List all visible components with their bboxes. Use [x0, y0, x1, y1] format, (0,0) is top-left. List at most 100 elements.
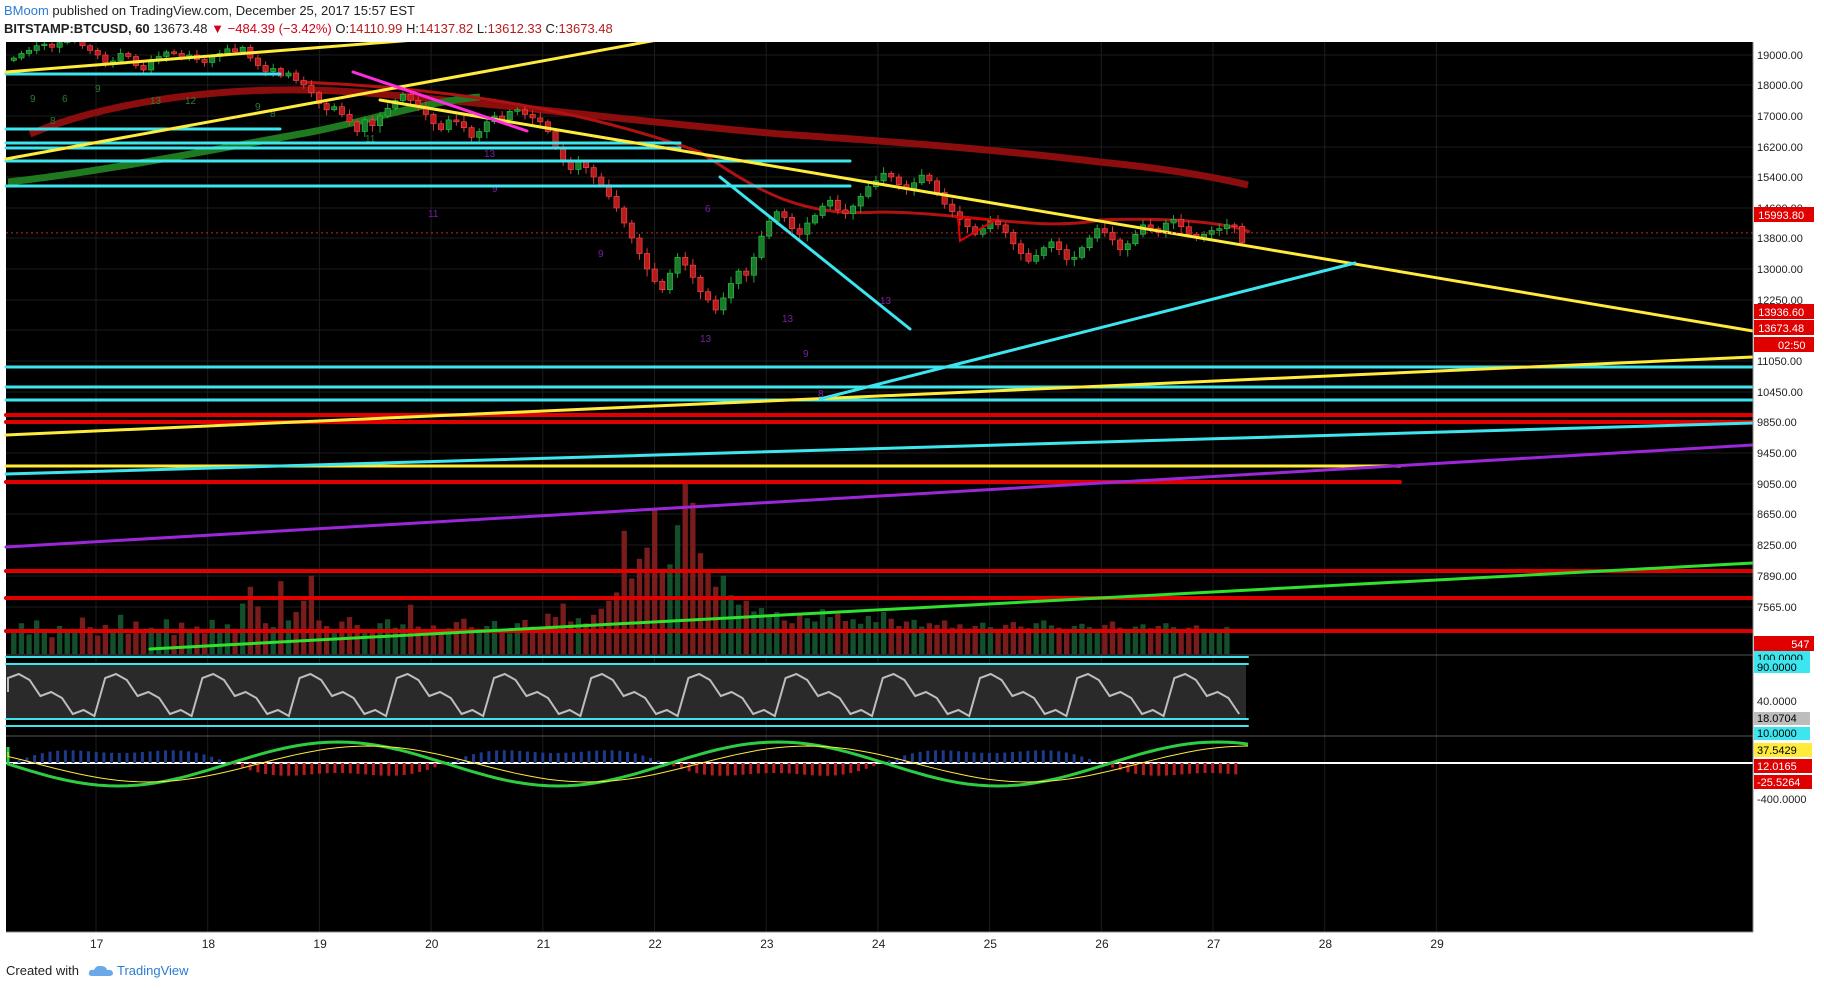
candle-body [644, 253, 651, 270]
macd-histogram-bar [156, 750, 160, 763]
volume-bar [781, 620, 788, 654]
candle-body [895, 176, 902, 186]
volume-bar [636, 558, 643, 654]
macd-tag-label: -25.5264 [1757, 777, 1800, 789]
macd-histogram-bar [1172, 763, 1176, 776]
candle-body [163, 51, 170, 57]
author-link[interactable]: BMoom [4, 3, 49, 18]
candle-body [811, 215, 818, 224]
candle-body [1132, 233, 1139, 245]
yellow-descending-trendline[interactable] [378, 98, 1755, 333]
price-tick-label: 10450.00 [1757, 387, 1803, 399]
macd-histogram-bar [510, 750, 514, 763]
rsi-level-tag [1754, 660, 1810, 673]
volume-bar [1109, 621, 1116, 654]
price-tick-label: 15400.00 [1757, 172, 1803, 184]
macd-histogram-bar [395, 763, 398, 776]
candle-body [941, 192, 948, 205]
red-triangle-drawing[interactable] [956, 215, 999, 243]
candle-body [758, 235, 765, 258]
macd-histogram-bar [125, 752, 129, 763]
macd-histogram-bar [264, 763, 268, 775]
price-tick-label: 9850.00 [1757, 417, 1797, 429]
macd-histogram-bar [1149, 763, 1153, 776]
volume-bar [117, 614, 124, 654]
macd-histogram-bar [864, 763, 868, 769]
time-tick-label: 22 [649, 937, 663, 951]
volume-bar [133, 621, 139, 654]
candle-body [369, 119, 376, 126]
cyan-descending-trendline[interactable] [718, 175, 912, 331]
candle-body [56, 42, 63, 48]
volume-bar [1018, 626, 1024, 654]
macd-histogram-bar [595, 750, 599, 763]
td-count-label: 11 [365, 134, 376, 145]
candle-body [1117, 239, 1124, 250]
price-tag-label: 13673.48 [1758, 323, 1804, 335]
candle-body [1071, 257, 1078, 260]
volume-bar [957, 624, 963, 654]
plot-area[interactable] [6, 42, 1753, 932]
macd-histogram-bar [810, 763, 814, 776]
volume-bar [163, 619, 170, 654]
cyan-long-trendline[interactable] [4, 421, 1755, 476]
yellow-trendline[interactable] [4, 42, 668, 161]
macd-tag-label: 37.5429 [1757, 745, 1797, 757]
candle-body [87, 45, 94, 51]
candle-body [308, 84, 315, 94]
macd-histogram-bar [1234, 763, 1238, 775]
volume-bar [903, 621, 910, 654]
volume-bar [644, 547, 650, 654]
magenta-trendline[interactable] [351, 70, 529, 133]
volume-bar [858, 623, 864, 654]
volume-bar [1178, 630, 1184, 654]
candle-body [171, 51, 178, 54]
macd-histogram-bar [110, 752, 114, 763]
volume-bar [835, 613, 841, 654]
volume-bar [804, 618, 810, 654]
cyan-ascending-trendline[interactable] [818, 261, 1357, 401]
macd-histogram-bar [1141, 763, 1145, 776]
volume-bar [178, 622, 185, 654]
yellow-trendline[interactable] [4, 42, 440, 74]
macd-histogram-bar [564, 752, 568, 763]
volume-bar [972, 626, 978, 654]
volume-bar [34, 620, 40, 654]
macd-histogram-bar [772, 763, 776, 774]
macd-histogram-bar [94, 751, 98, 763]
volume-bar [629, 578, 635, 654]
td-count-label: 6 [705, 204, 711, 215]
macd-histogram-bar [1126, 763, 1130, 773]
macd-histogram-bar [572, 752, 576, 763]
volume-bar [713, 586, 719, 654]
macd-histogram-bar [695, 763, 699, 774]
macd-histogram-bar [302, 763, 306, 775]
candle-body [1178, 218, 1185, 228]
macd-histogram-bar [787, 763, 791, 774]
candle-body [712, 299, 719, 311]
volume-bar [446, 628, 452, 654]
candle-body [33, 45, 40, 51]
macd-histogram-bar [210, 756, 214, 763]
candle-body [224, 48, 231, 54]
macd-histogram-bar [202, 754, 206, 763]
volume-bar [720, 575, 727, 654]
candle-body [384, 107, 391, 117]
volume-bar [1170, 627, 1177, 654]
macd-histogram-bar [1188, 763, 1192, 774]
volume-bar [331, 629, 337, 654]
yellow-ascending-trendline[interactable] [4, 355, 1755, 437]
candle-body [857, 196, 864, 207]
tradingview-brand-link[interactable]: TradingView [117, 963, 189, 978]
volume-bar [728, 595, 734, 654]
macd-histogram-bar [241, 763, 244, 768]
time-tick-label: 23 [760, 937, 774, 951]
volume-bar [476, 630, 482, 654]
macd-histogram-bar [872, 763, 876, 767]
macd-histogram-bar [733, 763, 737, 776]
purple-trendline[interactable] [4, 443, 1755, 549]
green-trendline[interactable] [148, 561, 1755, 651]
high-label: H: [405, 21, 419, 36]
volume-bar [232, 631, 238, 654]
